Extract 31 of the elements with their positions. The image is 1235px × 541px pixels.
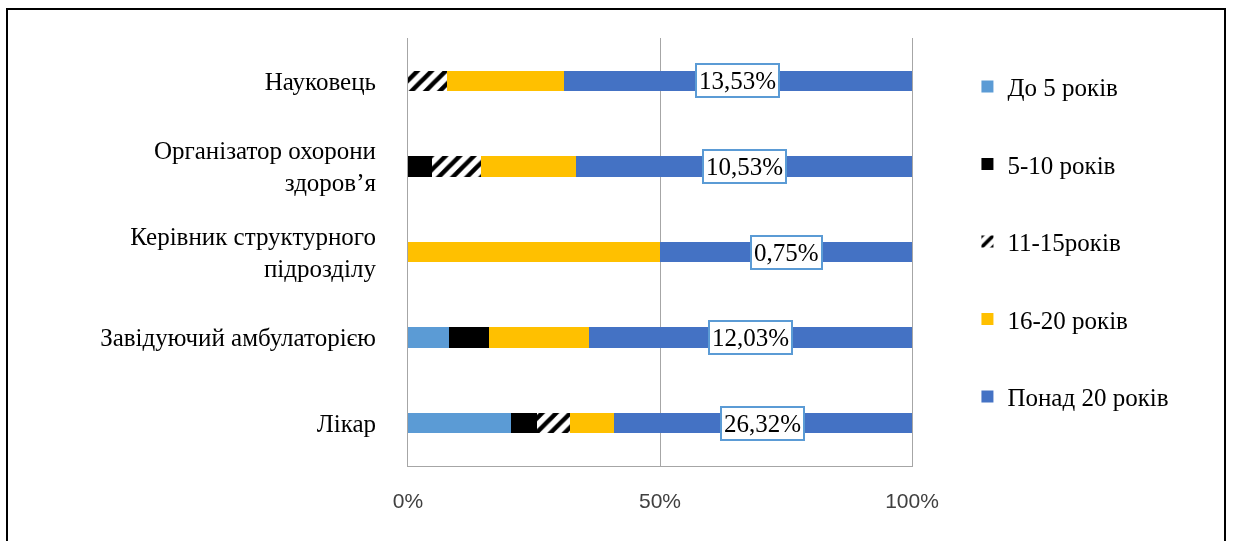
x-tick-label: 0%: [392, 489, 424, 513]
annotation: 0,75%: [754, 239, 819, 266]
legend-label: Понад 20 років: [1007, 384, 1169, 412]
annotation: 26,32%: [724, 410, 802, 437]
bar: [447, 70, 564, 92]
bar: [536, 412, 571, 434]
legend-label: До 5 років: [1007, 74, 1118, 102]
text: 11-15років: [1007, 229, 1121, 257]
x-tick-label: 50%: [638, 489, 682, 513]
y-tick-label: Науковець: [264, 67, 376, 95]
y-tick-label: Завідуючий амбулаторією: [100, 324, 376, 352]
y-tick-label: Лікар: [316, 409, 376, 437]
annotation: 10,53%: [706, 153, 784, 180]
bar: [408, 412, 512, 434]
bar: [408, 70, 448, 92]
bar: [511, 412, 537, 434]
annotation: 13,53%: [699, 67, 777, 94]
legend-label: 5-10 років: [1007, 151, 1116, 179]
y-tick-label: Організатор охорони здоров’я: [153, 136, 377, 197]
x-tick-label: 100%: [885, 489, 939, 513]
bar: [480, 156, 577, 177]
bar: [432, 156, 481, 177]
bar: [408, 327, 449, 348]
bar: [408, 156, 433, 177]
annotation: 12,03%: [712, 324, 790, 351]
bar: [488, 327, 590, 348]
bar: [448, 327, 489, 348]
legend-label: 16-20 років: [1007, 306, 1128, 334]
bar: [408, 241, 660, 263]
y-tick-label: Керівник структурного підрозділу: [130, 222, 377, 282]
bar: [570, 412, 614, 434]
